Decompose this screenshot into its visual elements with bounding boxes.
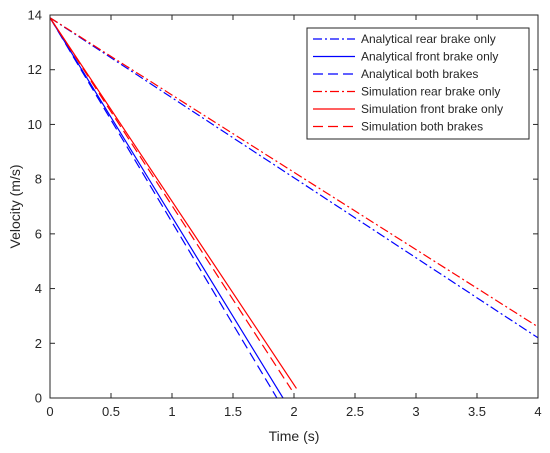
series-line-1 (50, 17, 538, 339)
y-tick-label: 8 (35, 172, 42, 187)
legend-label-4: Simulation rear brake only (361, 85, 500, 99)
x-tick-label: 1 (168, 404, 175, 419)
x-tick-label: 4 (534, 404, 541, 419)
legend: Analytical rear brake only Analytical fro… (306, 27, 530, 140)
legend-label-3: Analytical both brakes (361, 67, 478, 81)
x-axis-title: Time (s) (269, 428, 320, 444)
series-line-3 (50, 17, 278, 398)
plot-series (50, 17, 538, 398)
y-tick-label: 10 (28, 117, 42, 132)
x-tick-label: 3.5 (468, 404, 486, 419)
legend-label-1: Analytical rear brake only (361, 32, 496, 46)
y-tick-label: 4 (35, 281, 42, 296)
y-axis-ticks: 0 2 4 6 8 10 12 14 (28, 8, 538, 406)
y-tick-label: 6 (35, 226, 42, 241)
x-tick-label: 0.5 (102, 404, 120, 419)
series-line-2 (50, 17, 284, 398)
y-axis-title: Velocity (m/s) (7, 164, 23, 248)
y-tick-label: 0 (35, 391, 42, 406)
legend-label-2: Analytical front brake only (361, 50, 498, 64)
x-tick-label: 2 (290, 404, 297, 419)
x-tick-label: 0 (46, 404, 53, 419)
legend-label-6: Simulation both brakes (361, 120, 483, 134)
series-line-5 (50, 17, 297, 389)
y-tick-label: 14 (28, 8, 42, 23)
x-tick-label: 1.5 (224, 404, 242, 419)
y-tick-label: 12 (28, 62, 42, 77)
series-line-6 (50, 17, 293, 391)
series-line-4 (50, 17, 538, 328)
legend-label-5: Simulation front brake only (361, 102, 503, 116)
x-axis-ticks: 0 0.5 1 1.5 2 2.5 3 3.5 4 (46, 15, 542, 419)
x-tick-label: 3 (412, 404, 419, 419)
y-tick-label: 2 (35, 336, 42, 351)
legend-box (306, 27, 530, 140)
x-tick-label: 2.5 (346, 404, 364, 419)
